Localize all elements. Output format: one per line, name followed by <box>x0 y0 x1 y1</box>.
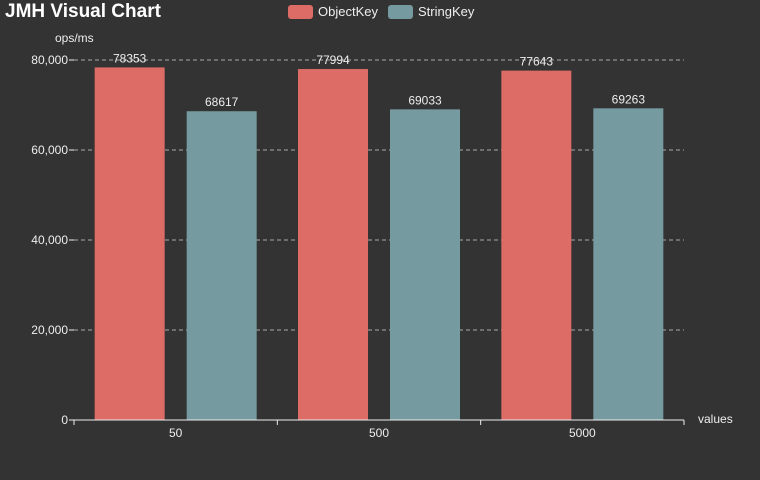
y-tick-label: 20,000 <box>31 323 68 337</box>
data-label: 69033 <box>408 93 442 107</box>
data-label: 69263 <box>612 92 646 106</box>
bar-stringkey-500[interactable] <box>390 109 460 420</box>
bar-objectkey-500[interactable] <box>298 69 368 420</box>
legend: ObjectKey StringKey <box>288 4 484 19</box>
x-axis-label: values <box>698 412 733 426</box>
legend-label-stringkey: StringKey <box>417 4 475 19</box>
y-tick-label: 80,000 <box>31 53 68 67</box>
bar-stringkey-50[interactable] <box>186 111 257 420</box>
legend-swatch-stringkey <box>387 4 413 19</box>
axes: 0 20,000 40,000 60,000 80,000 50 500 5000 <box>31 53 685 440</box>
data-labels: 78353 68617 77994 69033 77643 69263 <box>113 51 645 109</box>
data-label: 77643 <box>520 55 554 69</box>
data-label: 78353 <box>113 51 147 65</box>
legend-swatch-objectkey <box>288 4 313 19</box>
bars <box>94 67 664 420</box>
y-axis-label: ops/ms <box>55 31 94 45</box>
y-tick-label: 0 <box>61 413 68 427</box>
grid-lines <box>74 59 684 331</box>
y-tick-label: 40,000 <box>31 233 68 247</box>
y-tick-label: 60,000 <box>31 143 68 157</box>
bar-objectkey-50[interactable] <box>94 67 165 420</box>
legend-label-objectkey: ObjectKey <box>318 4 378 19</box>
data-label: 77994 <box>316 53 350 67</box>
legend-item-objectkey[interactable]: ObjectKey <box>288 4 378 19</box>
x-tick-label: 50 <box>169 426 183 440</box>
chart-title: JMH Visual Chart <box>5 1 161 22</box>
bar-stringkey-5000[interactable] <box>593 108 664 420</box>
x-tick-label: 5000 <box>569 426 596 440</box>
data-label: 68617 <box>205 95 239 109</box>
x-tick-label: 500 <box>369 426 389 440</box>
legend-item-stringkey[interactable]: StringKey <box>387 4 475 19</box>
bar-objectkey-5000[interactable] <box>501 70 572 420</box>
